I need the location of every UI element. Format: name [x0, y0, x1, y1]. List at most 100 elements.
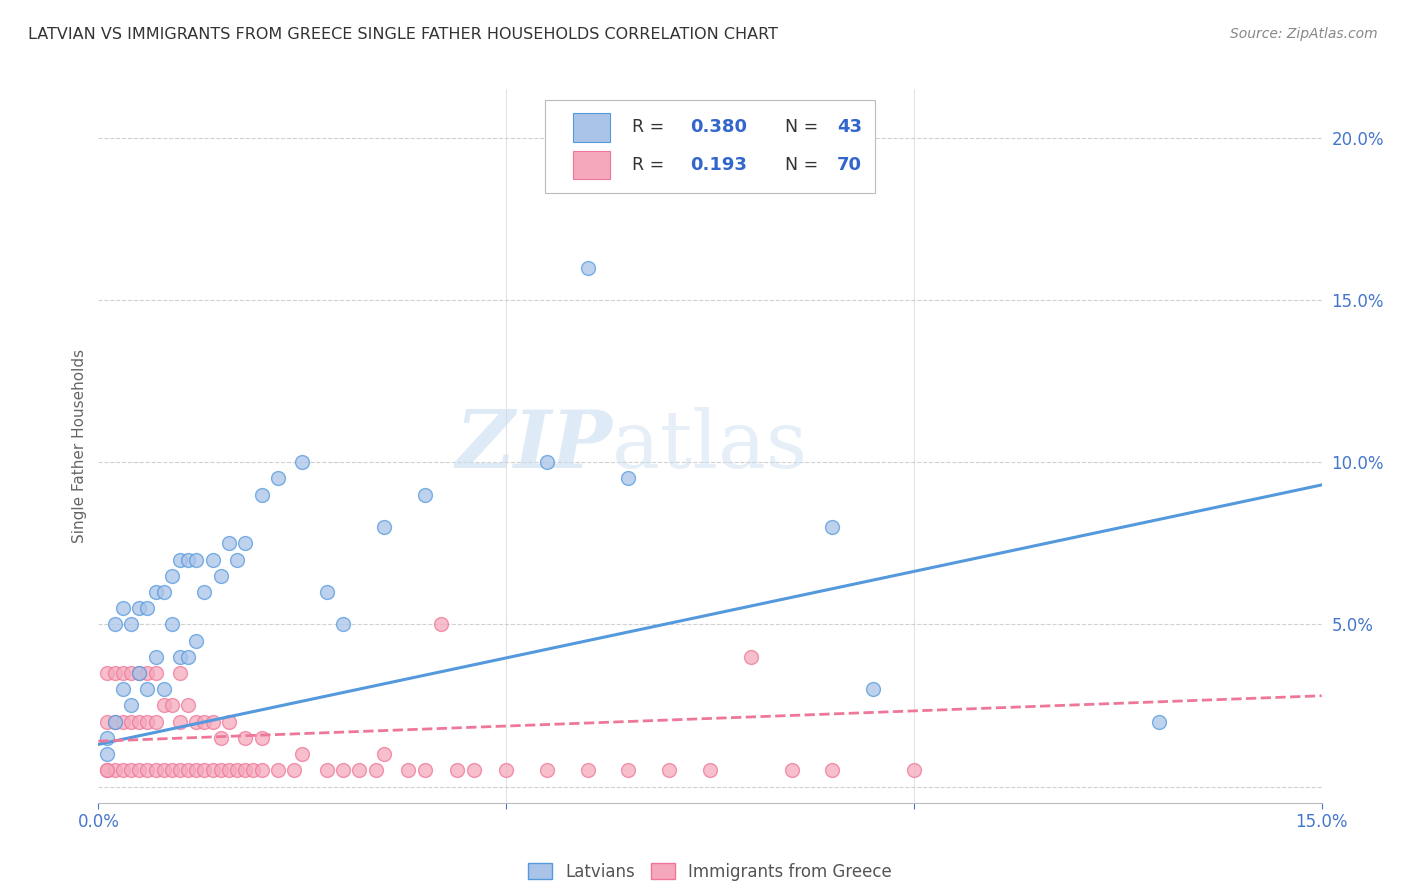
Point	[104, 666, 127, 681]
Point	[186, 764, 208, 778]
Point	[1147, 714, 1170, 729]
Point	[413, 488, 436, 502]
FancyBboxPatch shape	[574, 113, 610, 142]
Point	[104, 714, 127, 729]
Point	[145, 649, 167, 664]
Point	[267, 471, 290, 485]
Point	[740, 649, 762, 664]
Point	[177, 649, 200, 664]
Point	[96, 764, 118, 778]
Point	[136, 682, 159, 697]
Point	[218, 764, 240, 778]
Text: atlas: atlas	[612, 407, 807, 485]
Text: Source: ZipAtlas.com: Source: ZipAtlas.com	[1230, 27, 1378, 41]
Point	[169, 552, 191, 566]
Point	[145, 764, 167, 778]
Point	[242, 764, 264, 778]
Point	[209, 731, 232, 745]
Text: 70: 70	[837, 156, 862, 174]
Point	[128, 714, 150, 729]
Point	[104, 714, 127, 729]
Point	[463, 764, 485, 778]
Point	[396, 764, 419, 778]
Point	[136, 764, 159, 778]
Point	[903, 764, 925, 778]
Point	[96, 714, 118, 729]
Point	[209, 764, 232, 778]
Point	[111, 666, 134, 681]
Point	[332, 764, 354, 778]
Point	[862, 682, 884, 697]
Text: LATVIAN VS IMMIGRANTS FROM GREECE SINGLE FATHER HOUSEHOLDS CORRELATION CHART: LATVIAN VS IMMIGRANTS FROM GREECE SINGLE…	[28, 27, 778, 42]
Text: R =: R =	[631, 156, 669, 174]
Text: N =: N =	[773, 156, 824, 174]
Point	[209, 568, 232, 582]
Point	[349, 764, 371, 778]
Y-axis label: Single Father Households: Single Father Households	[72, 349, 87, 543]
Point	[283, 764, 305, 778]
Text: ZIP: ZIP	[456, 408, 612, 484]
Point	[413, 764, 436, 778]
Point	[291, 747, 314, 761]
Point	[495, 764, 517, 778]
Point	[315, 764, 337, 778]
Point	[315, 585, 337, 599]
Point	[169, 649, 191, 664]
Text: 0.193: 0.193	[690, 156, 748, 174]
Point	[136, 714, 159, 729]
Point	[128, 666, 150, 681]
Point	[160, 568, 183, 582]
Point	[186, 633, 208, 648]
Text: 0.380: 0.380	[690, 119, 748, 136]
Point	[160, 617, 183, 632]
Point	[128, 601, 150, 615]
Point	[536, 455, 558, 469]
Point	[250, 488, 273, 502]
Point	[136, 666, 159, 681]
Point	[364, 764, 387, 778]
FancyBboxPatch shape	[546, 100, 875, 193]
Point	[169, 714, 191, 729]
Point	[160, 698, 183, 713]
Point	[120, 698, 142, 713]
Point	[226, 552, 249, 566]
Point	[145, 585, 167, 599]
Text: 43: 43	[837, 119, 862, 136]
Text: R =: R =	[631, 119, 669, 136]
Point	[218, 536, 240, 550]
Point	[267, 764, 290, 778]
Point	[104, 764, 127, 778]
Point	[446, 764, 468, 778]
Point	[128, 666, 150, 681]
Point	[111, 714, 134, 729]
Point	[193, 714, 215, 729]
Point	[536, 764, 558, 778]
Point	[332, 617, 354, 632]
Point	[699, 764, 721, 778]
Point	[780, 764, 803, 778]
Point	[576, 260, 599, 275]
Point	[201, 552, 224, 566]
Point	[96, 747, 118, 761]
Point	[145, 714, 167, 729]
Point	[160, 764, 183, 778]
Point	[96, 666, 118, 681]
Point	[120, 764, 142, 778]
Point	[658, 764, 681, 778]
Point	[152, 682, 174, 697]
Point	[576, 764, 599, 778]
Point	[373, 747, 395, 761]
Point	[169, 764, 191, 778]
Point	[291, 455, 314, 469]
Legend: Latvians, Immigrants from Greece: Latvians, Immigrants from Greece	[522, 856, 898, 888]
Point	[201, 714, 224, 729]
Point	[373, 520, 395, 534]
FancyBboxPatch shape	[574, 151, 610, 179]
Point	[111, 682, 134, 697]
Point	[96, 731, 118, 745]
Point	[120, 714, 142, 729]
Point	[233, 731, 256, 745]
Point	[250, 764, 273, 778]
Point	[177, 698, 200, 713]
Point	[169, 666, 191, 681]
